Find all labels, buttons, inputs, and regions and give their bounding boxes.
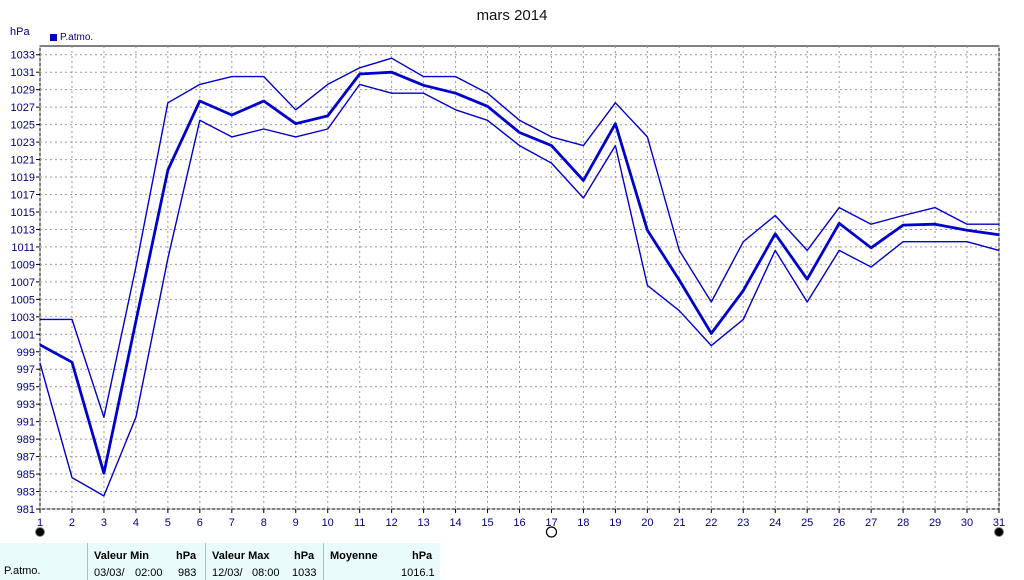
x-tick-label: 28	[897, 517, 909, 529]
x-tick-label: 26	[833, 517, 845, 529]
legend-label: P.atmo.	[60, 32, 94, 43]
x-tick-label: 17	[545, 517, 557, 529]
series-line	[40, 57, 999, 418]
y-tick-label: 995	[17, 382, 35, 394]
min-date: 03/03/	[94, 567, 125, 579]
y-axis-label: hPa	[10, 26, 30, 38]
y-tick-label: 1031	[11, 67, 35, 79]
x-tick-label: 11	[354, 517, 365, 529]
y-tick-label: 1005	[11, 294, 35, 306]
y-tick-label: 1003	[11, 312, 35, 324]
marker-filled-circle	[994, 527, 1004, 537]
y-tick-label: 1001	[11, 329, 35, 341]
max-time: 08:00	[252, 567, 280, 579]
footer-separator	[205, 543, 206, 580]
y-tick-label: 987	[17, 452, 35, 464]
marker-filled-circle	[35, 527, 45, 537]
y-tick-label: 993	[17, 399, 35, 411]
series-line	[39, 83, 1000, 497]
x-tick-label: 14	[449, 517, 461, 529]
footer-blank-area	[440, 543, 1024, 580]
x-tick-label: 16	[513, 517, 525, 529]
min-value: 983	[178, 567, 197, 579]
x-tick-label: 6	[197, 517, 203, 529]
pressure-chart: 9819839859879899919939959979991001100310…	[11, 45, 1005, 538]
x-tick-label: 5	[165, 517, 171, 529]
y-tick-label: 991	[17, 417, 35, 429]
x-tick-label: 3	[101, 517, 107, 529]
min-header: Valeur Min	[94, 550, 150, 562]
x-tick-label: 10	[322, 517, 334, 529]
x-tick-label: 19	[609, 517, 621, 529]
x-tick-label: 21	[673, 517, 685, 529]
y-tick-label: 1029	[11, 85, 35, 97]
y-tick-label: 1015	[11, 207, 35, 219]
y-tick-label: 1017	[11, 190, 35, 202]
x-tick-label: 2	[69, 517, 75, 529]
footer-separator	[87, 543, 88, 580]
y-tick-label: 997	[17, 364, 35, 376]
y-tick-label: 1011	[11, 242, 35, 254]
legend-swatch	[50, 34, 57, 41]
x-tick-label: 20	[641, 517, 653, 529]
max-value: 1033	[292, 567, 317, 579]
x-tick-label: 13	[417, 517, 429, 529]
mean-header: Moyenne	[330, 550, 378, 562]
x-tick-label: 29	[929, 517, 941, 529]
y-tick-label: 1033	[11, 50, 35, 62]
x-tick-label: 24	[769, 517, 781, 529]
y-tick-label: 1013	[11, 224, 35, 236]
mean-unit: hPa	[412, 550, 433, 562]
x-tick-label: 4	[133, 517, 139, 529]
y-tick-label: 981	[17, 504, 35, 516]
min-time: 02:00	[135, 567, 163, 579]
y-tick-label: 999	[17, 347, 35, 359]
x-tick-label: 23	[737, 517, 749, 529]
max-unit: hPa	[294, 550, 315, 562]
footer-separator	[323, 543, 324, 580]
y-tick-label: 1027	[11, 102, 35, 114]
y-tick-label: 983	[17, 487, 35, 499]
marker-open-circle	[545, 526, 558, 538]
x-tick-label: 18	[577, 517, 589, 529]
x-tick-label: 30	[961, 517, 973, 529]
y-tick-label: 985	[17, 469, 35, 481]
series-line	[39, 70, 1000, 475]
max-header: Valeur Max	[212, 550, 270, 562]
min-unit: hPa	[176, 550, 197, 562]
x-tick-label: 8	[261, 517, 267, 529]
x-tick-label: 31	[993, 517, 1005, 529]
y-tick-label: 1025	[11, 120, 35, 132]
y-tick-label: 1019	[11, 172, 35, 184]
y-tick-label: 1007	[11, 277, 35, 289]
x-tick-label: 22	[705, 517, 717, 529]
y-tick-label: 989	[17, 434, 35, 446]
stats-footer: P.atmo. Valeur Min hPa 03/03/ 02:00 983 …	[0, 543, 1024, 580]
x-tick-label: 7	[229, 517, 235, 529]
y-tick-label: 1021	[11, 155, 35, 167]
y-tick-label: 1023	[11, 137, 35, 149]
x-tick-label: 9	[293, 517, 299, 529]
x-tick-label: 1	[37, 517, 43, 529]
legend: P.atmo.	[50, 32, 93, 43]
y-tick-label: 1009	[11, 259, 35, 271]
max-date: 12/03/	[212, 567, 243, 579]
x-tick-label: 12	[386, 517, 398, 529]
mean-value: 1016.1	[401, 567, 435, 579]
x-tick-label: 25	[801, 517, 813, 529]
chart-title: mars 2014	[476, 7, 548, 24]
x-tick-label: 15	[481, 517, 493, 529]
x-tick-label: 27	[865, 517, 877, 529]
stats-row-label: P.atmo.	[4, 565, 41, 577]
